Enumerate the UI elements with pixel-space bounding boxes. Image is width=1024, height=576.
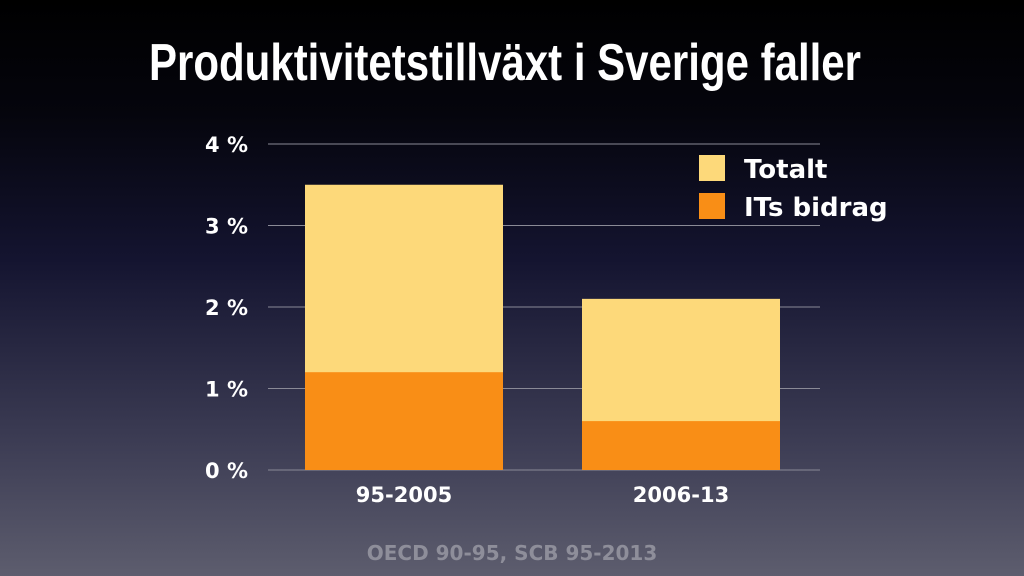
legend-label: ITs bidrag bbox=[744, 193, 888, 223]
y-tick-label: 2 % bbox=[205, 296, 248, 320]
legend-swatch bbox=[699, 193, 725, 219]
y-tick-label: 1 % bbox=[205, 378, 248, 402]
chart-title: Produktivitetstillväxt i Sverige faller bbox=[149, 34, 861, 92]
legend: Totalt ITs bidrag bbox=[699, 155, 888, 223]
y-tick-label: 4 % bbox=[205, 133, 248, 157]
y-axis: 0 % 1 % 2 % 3 % 4 % bbox=[205, 133, 248, 483]
source-note: OECD 90-95, SCB 95-2013 bbox=[367, 541, 658, 565]
bar-its-bidrag-1 bbox=[582, 421, 780, 470]
bar-its-bidrag-0 bbox=[305, 372, 503, 470]
y-tick-label: 3 % bbox=[205, 215, 248, 239]
bars bbox=[305, 184, 780, 470]
x-axis: 95-2005 2006-13 bbox=[356, 483, 729, 507]
x-tick-label: 95-2005 bbox=[356, 483, 452, 507]
legend-swatch bbox=[699, 155, 725, 181]
x-tick-label: 2006-13 bbox=[633, 483, 729, 507]
legend-label: Totalt bbox=[744, 155, 827, 185]
y-tick-label: 0 % bbox=[205, 459, 248, 483]
